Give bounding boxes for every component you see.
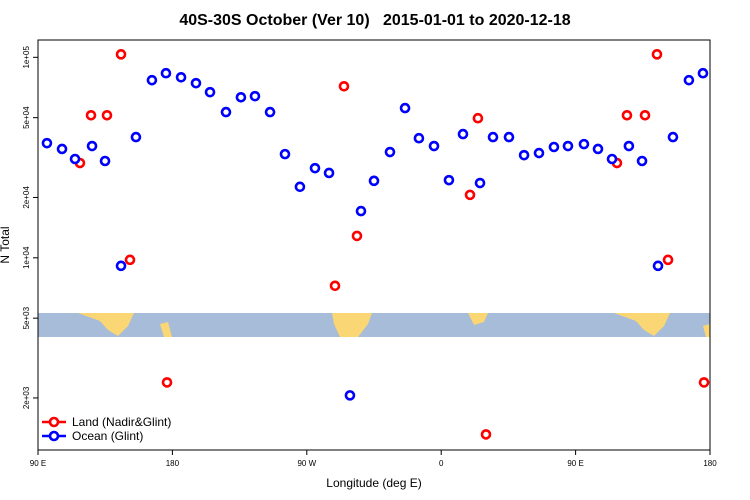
point xyxy=(652,260,664,272)
point xyxy=(464,189,476,201)
point xyxy=(578,138,590,150)
point xyxy=(639,109,651,121)
land-shape xyxy=(78,313,134,336)
map-strip xyxy=(38,313,710,337)
point xyxy=(698,377,710,388)
point xyxy=(623,140,635,152)
x-axis-label: Longitude (deg E) xyxy=(326,476,421,490)
point xyxy=(457,128,469,140)
point xyxy=(518,149,530,161)
land-shape xyxy=(468,313,488,325)
x-tick-label: 180 xyxy=(166,459,180,468)
point xyxy=(428,140,440,152)
point xyxy=(264,106,276,118)
x-tick-label: 90 E xyxy=(567,459,583,468)
point xyxy=(621,109,633,121)
point xyxy=(86,140,98,152)
point xyxy=(124,254,136,266)
point xyxy=(562,140,574,152)
point xyxy=(667,131,679,143)
legend-label: Ocean (Glint) xyxy=(72,429,143,443)
legend-label: Land (Nadir&Glint) xyxy=(72,415,171,429)
point xyxy=(101,109,113,121)
point xyxy=(69,153,81,165)
legend: Land (Nadir&Glint)Ocean (Glint) xyxy=(42,415,171,443)
point xyxy=(662,254,674,266)
land-shape xyxy=(703,324,710,337)
point xyxy=(279,148,291,160)
chart-title: 40S-30S October (Ver 10) 2015-01-01 to 2… xyxy=(179,12,570,29)
y-tick-label: 5e+03 xyxy=(22,306,31,329)
point xyxy=(190,77,202,89)
point xyxy=(474,177,486,189)
x-tick-label: 0 xyxy=(439,459,444,468)
point xyxy=(399,102,411,114)
y-tick-label: 1e+04 xyxy=(22,246,31,269)
point xyxy=(323,167,335,179)
point xyxy=(85,109,97,121)
point xyxy=(683,74,695,86)
point xyxy=(115,260,127,272)
point xyxy=(329,280,341,292)
land-shape xyxy=(332,313,372,337)
plot-frame xyxy=(37,39,711,451)
point xyxy=(368,175,380,187)
point xyxy=(344,390,356,401)
point xyxy=(338,80,350,92)
point xyxy=(130,131,142,143)
point xyxy=(384,146,396,158)
point xyxy=(533,147,545,159)
point xyxy=(220,106,232,118)
point xyxy=(161,377,173,388)
point xyxy=(548,141,560,153)
point xyxy=(249,90,261,102)
land-shape xyxy=(160,322,172,337)
y-tick-label: 2e+03 xyxy=(22,386,31,409)
point xyxy=(204,86,216,98)
point xyxy=(487,131,499,143)
point xyxy=(443,174,455,186)
legend-swatch xyxy=(48,430,60,442)
point xyxy=(146,74,158,86)
point xyxy=(351,230,363,242)
point xyxy=(294,181,306,193)
point xyxy=(592,143,604,155)
x-tick-label: 180 xyxy=(703,459,717,468)
point xyxy=(355,205,367,217)
ocean-band xyxy=(38,313,710,337)
point xyxy=(175,71,187,83)
point xyxy=(636,155,648,167)
y-tick-label: 1e+05 xyxy=(22,46,31,69)
point xyxy=(235,91,247,103)
point xyxy=(160,67,172,79)
y-tick-label: 5e+04 xyxy=(22,106,31,129)
point xyxy=(99,155,111,167)
x-tick-label: 90 W xyxy=(297,459,316,468)
point xyxy=(651,49,663,60)
point xyxy=(480,429,492,440)
point xyxy=(41,137,53,149)
point xyxy=(115,49,127,60)
legend-swatch xyxy=(48,416,60,428)
x-tick-label: 90 E xyxy=(30,459,46,468)
point xyxy=(413,132,425,144)
point xyxy=(309,162,321,174)
land-shape xyxy=(614,313,670,336)
point xyxy=(606,153,618,165)
point xyxy=(56,143,68,155)
y-tick-label: 2e+04 xyxy=(22,186,31,209)
point xyxy=(697,67,709,79)
point xyxy=(472,112,484,124)
point xyxy=(503,131,515,143)
y-axis-label: N Total xyxy=(0,226,12,263)
